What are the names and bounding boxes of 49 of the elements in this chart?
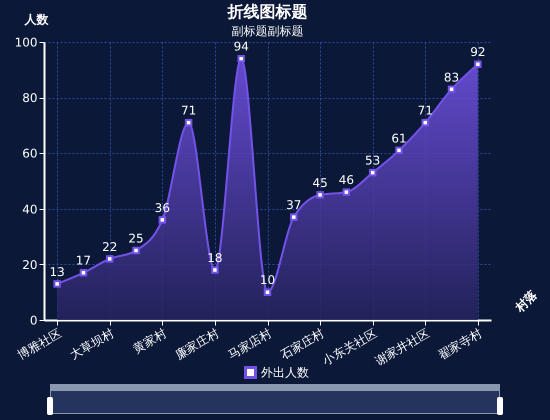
x-tick-label: 黄家村 [130,326,169,356]
point [106,255,114,263]
data-label: 71 [418,104,433,118]
data-label: 71 [180,104,196,118]
data-label: 45 [312,176,328,190]
data-label: 22 [102,240,118,254]
y-axis-title: 人数 [24,12,50,26]
y-tick-label: 40 [22,202,38,216]
x-tick-label: 马家店村 [225,326,274,362]
data-label: 18 [207,250,223,265]
data-label: 53 [365,154,380,168]
point [342,188,350,196]
point [53,280,61,288]
point [448,86,456,93]
data-label: 17 [76,254,92,268]
y-tick-label: 20 [22,258,38,272]
point [316,191,324,199]
x-axis-title: 村落 [512,286,540,316]
data-label: 92 [470,45,486,60]
point [422,118,430,126]
y-tick-label: 80 [22,91,38,106]
point [211,266,219,274]
data-label: 13 [50,264,65,279]
data-label: 61 [391,131,407,146]
legend-label: 外出人数 [261,366,309,380]
y-tick-label: 60 [22,146,38,161]
data-label: 37 [286,198,302,212]
x-tick-label: 大草坝村 [68,326,116,362]
x-tick-label: 翟家寺村 [436,326,484,362]
point [368,168,376,176]
point [132,246,140,254]
point [474,60,482,68]
y-tick-label: 100 [14,36,38,50]
point [264,288,272,296]
chart-title: 折线图标题 [226,2,308,21]
point [184,118,192,126]
data-label: 83 [444,70,460,84]
point [395,146,403,154]
x-tick-label: 廉家庄村 [172,326,222,362]
data-label: 46 [338,173,354,188]
y-tick-label: 0 [30,314,38,328]
data-label: 25 [128,232,144,246]
point [80,269,88,276]
chart-subtitle: 副标题副标题 [232,24,304,38]
x-tick-label: 博雅社区 [15,326,64,362]
point [158,216,166,224]
data-label: 94 [234,40,249,54]
point [237,54,245,62]
point [290,213,298,221]
